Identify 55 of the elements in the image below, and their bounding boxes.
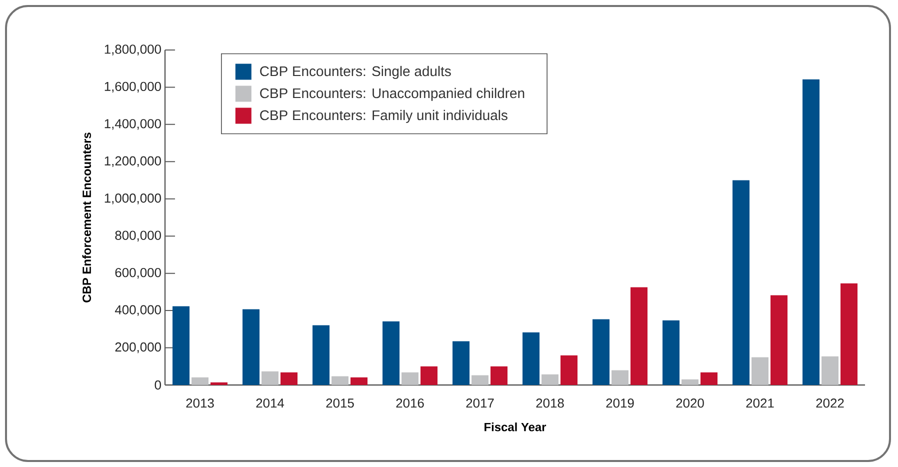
bar bbox=[350, 377, 368, 385]
y-tick-label: 1,200,000 bbox=[104, 156, 161, 167]
y-tick-label: 400,000 bbox=[114, 305, 161, 316]
bar bbox=[382, 321, 400, 385]
bar bbox=[840, 283, 858, 385]
bar bbox=[682, 379, 699, 385]
bar bbox=[822, 356, 839, 385]
x-axis-title: Fiscal Year bbox=[484, 422, 546, 432]
bar bbox=[402, 372, 419, 385]
x-tick-label: 2022 bbox=[816, 398, 844, 408]
legend-label: CBP Encounters: Family unit individuals bbox=[260, 110, 508, 123]
bar bbox=[522, 332, 540, 385]
x-tick-label: 2016 bbox=[396, 398, 424, 408]
y-tick-label: 1,400,000 bbox=[104, 119, 161, 130]
y-tick-label: 0 bbox=[154, 380, 161, 390]
x-tick-label: 2021 bbox=[746, 398, 774, 408]
bar bbox=[242, 309, 260, 385]
x-tick-label: 2019 bbox=[606, 398, 634, 408]
x-tick-label: 2018 bbox=[536, 398, 564, 408]
bar bbox=[420, 366, 438, 385]
bar bbox=[490, 366, 508, 385]
x-tick-label: 2020 bbox=[676, 398, 704, 408]
legend-label: CBP Encounters: Single adults bbox=[260, 66, 451, 79]
y-tick-label: 1,600,000 bbox=[104, 82, 161, 93]
bar bbox=[732, 180, 750, 385]
y-tick-label: 800,000 bbox=[115, 230, 161, 242]
y-axis-title: CBP Enforcement Encounters bbox=[82, 132, 92, 302]
legend-label: CBP Encounters: Unaccompanied children bbox=[260, 88, 524, 101]
bar bbox=[700, 372, 718, 385]
x-tick-label: 2014 bbox=[256, 398, 284, 408]
bar bbox=[802, 79, 820, 385]
bar bbox=[472, 375, 489, 385]
bar bbox=[560, 355, 578, 385]
bar bbox=[192, 377, 209, 385]
bar bbox=[332, 376, 349, 385]
bar bbox=[542, 374, 559, 385]
x-tick-label: 2015 bbox=[326, 398, 354, 408]
bar bbox=[770, 295, 788, 385]
y-tick-label: 600,000 bbox=[115, 268, 161, 279]
y-tick-label: 1,800,000 bbox=[104, 44, 161, 56]
bar bbox=[630, 287, 648, 385]
bar bbox=[752, 357, 769, 385]
bar bbox=[612, 370, 629, 385]
bar bbox=[262, 371, 279, 385]
bar bbox=[172, 306, 190, 385]
bar bbox=[312, 325, 330, 385]
bar bbox=[662, 320, 680, 385]
bar bbox=[280, 372, 298, 385]
bar bbox=[452, 341, 470, 385]
y-tick-label: 200,000 bbox=[115, 342, 161, 354]
bar bbox=[210, 382, 228, 385]
x-tick-label: 2017 bbox=[466, 398, 494, 408]
bar bbox=[592, 319, 610, 385]
x-tick-label: 2013 bbox=[186, 398, 214, 408]
y-tick-label: 1,000,000 bbox=[104, 194, 161, 204]
